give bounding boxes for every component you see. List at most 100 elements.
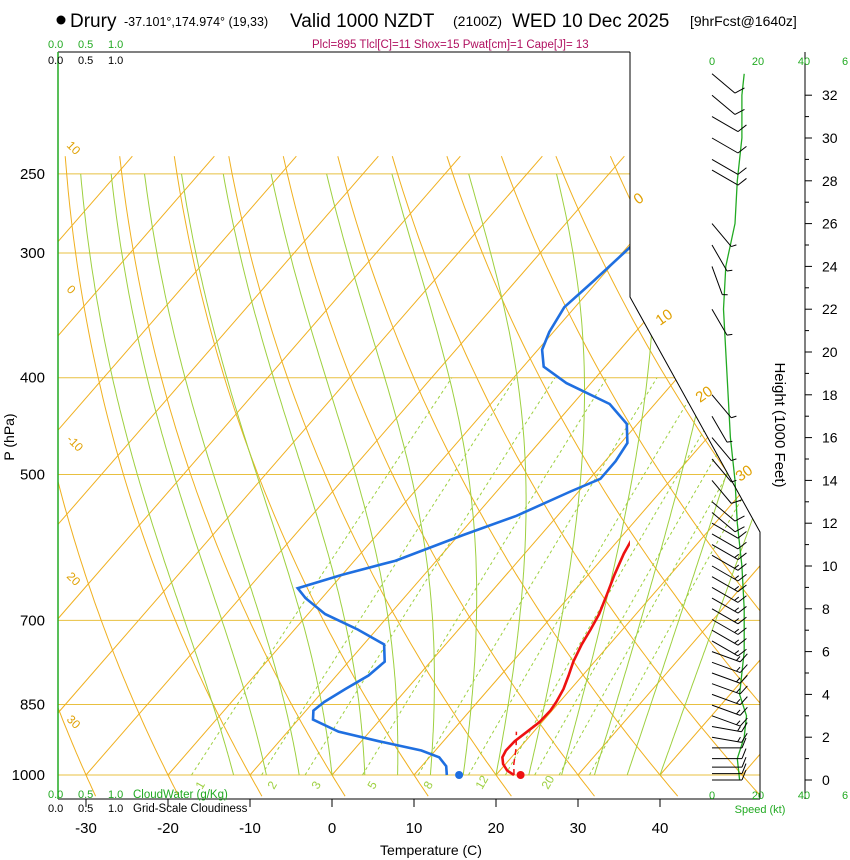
wind-barb xyxy=(711,394,737,419)
mixing-ratio-24 xyxy=(558,377,760,776)
barb-half xyxy=(734,607,740,612)
barb-staff xyxy=(711,116,739,133)
dry-adiabat--10 xyxy=(64,156,263,797)
parcel-curve xyxy=(513,731,518,776)
barb-staff xyxy=(711,661,741,674)
wind-barb xyxy=(711,672,748,684)
barb-staff xyxy=(711,533,739,550)
isotherm--40 xyxy=(58,155,543,776)
height-tick-label: 16 xyxy=(822,430,838,446)
x-tick-label: 30 xyxy=(570,820,587,837)
wind-panel xyxy=(711,73,748,781)
cloudwater-label: CloudWater (g/Kg) xyxy=(133,789,228,801)
barb-half xyxy=(734,553,740,558)
barb-staff xyxy=(711,565,739,582)
wind-barb xyxy=(711,704,748,716)
wind-barb xyxy=(711,480,742,504)
wind-barb xyxy=(711,597,747,614)
barb-staff xyxy=(711,629,739,646)
wind-barb xyxy=(711,94,745,115)
barb-full xyxy=(737,563,747,571)
barb-staff xyxy=(711,715,741,727)
moist-adiabat-4 xyxy=(222,173,366,776)
top-green-0: 0.0 xyxy=(48,39,63,51)
header: Drury -37.101°,174.974° (19,33) Valid 10… xyxy=(56,11,797,51)
valid-time: Valid 1000 NZDT xyxy=(290,11,435,32)
mixing-ratio-3 xyxy=(304,377,556,776)
top-scale: 0.0 0.5 1.0 0.0 0.5 1.0 xyxy=(48,39,123,67)
barb-half xyxy=(736,677,741,683)
barb-full xyxy=(741,732,748,743)
barb-half xyxy=(736,666,741,672)
wind-barb xyxy=(711,223,737,248)
moist-adiabat-28 xyxy=(561,173,655,776)
wind-barb xyxy=(711,722,748,733)
barb-full xyxy=(741,737,747,749)
y-axis-title: P (hPa) xyxy=(1,413,17,460)
wind-speed-label: Speed (kt) xyxy=(735,804,786,816)
bottom-scale: 0.0 0.5 1.0 CloudWater (g/Kg) 0.0 0.5 1.… xyxy=(48,789,248,815)
surface-dewpoint-dot xyxy=(455,771,464,779)
barb-full xyxy=(737,541,747,550)
isotherm-0 xyxy=(331,155,760,776)
height-tick-label: 20 xyxy=(822,344,838,360)
top-black-1: 0.5 xyxy=(78,55,93,67)
wind-barb xyxy=(711,693,748,706)
barb-half xyxy=(734,564,740,569)
isotherm--70 xyxy=(58,155,297,776)
surface-temperature-dot xyxy=(516,771,525,779)
dry-adiabat-0 xyxy=(119,156,346,797)
barb-half xyxy=(734,596,740,601)
barb-full xyxy=(737,167,747,175)
barb-full xyxy=(737,595,747,603)
bottom-green-0: 0.0 xyxy=(48,789,63,801)
mixing-ratio-label: 8 xyxy=(420,778,436,791)
barb-full xyxy=(737,145,747,154)
axes xyxy=(57,51,806,800)
mixing-ratio-1 xyxy=(191,377,453,776)
barb-staff xyxy=(711,480,732,504)
wind-barb xyxy=(711,619,747,635)
x-tick-label: 0 xyxy=(328,820,336,837)
dry-adiabat-70 xyxy=(500,156,760,797)
bottom-black-2: 1.0 xyxy=(108,803,123,815)
barb-staff xyxy=(711,415,728,443)
bottom-black-0: 0.0 xyxy=(48,803,63,815)
moist-label: 10 xyxy=(653,306,676,329)
mixing-ratio-label: 20 xyxy=(538,773,557,792)
height-tick-label: 30 xyxy=(822,130,838,146)
wind-barb xyxy=(712,769,747,781)
wind-barb xyxy=(711,116,747,133)
height-tick-label: 24 xyxy=(822,258,838,274)
barb-half xyxy=(726,440,733,443)
height-axis-title: Height (1000 Feet) xyxy=(771,362,788,487)
isotherm--60 xyxy=(58,155,379,776)
barb-full xyxy=(734,87,745,94)
barb-half xyxy=(734,618,740,623)
x-tick-label: 10 xyxy=(406,820,423,837)
dry-adiabat--30 xyxy=(58,156,97,797)
barb-full xyxy=(739,664,748,673)
moist-adiabat-16 xyxy=(391,173,478,776)
wind-top-6: 6 xyxy=(842,56,848,68)
height-tick-label: 26 xyxy=(822,216,838,232)
barb-staff xyxy=(711,651,741,663)
barb-full xyxy=(741,769,747,781)
barb-full xyxy=(737,573,747,582)
wind-barb xyxy=(711,501,745,522)
isotherm--30 xyxy=(85,155,625,776)
wind-barb xyxy=(712,737,747,749)
moist-label: 0 xyxy=(631,190,648,209)
moist-adiabat--4 xyxy=(144,173,300,776)
x-tick-label: 40 xyxy=(652,820,669,837)
cloudiness-label: Grid-Scale Cloudiness xyxy=(133,803,248,815)
wind-barb xyxy=(711,415,733,443)
barb-half xyxy=(737,726,741,732)
wind-barb xyxy=(711,158,747,175)
moist-adiabat-12 xyxy=(326,173,435,776)
wind-barb xyxy=(711,544,747,561)
barb-full xyxy=(734,526,745,533)
moist-adiabat-40 xyxy=(659,173,760,776)
mixing-ratio-16 xyxy=(504,377,736,776)
isotherm-20 xyxy=(495,155,760,776)
